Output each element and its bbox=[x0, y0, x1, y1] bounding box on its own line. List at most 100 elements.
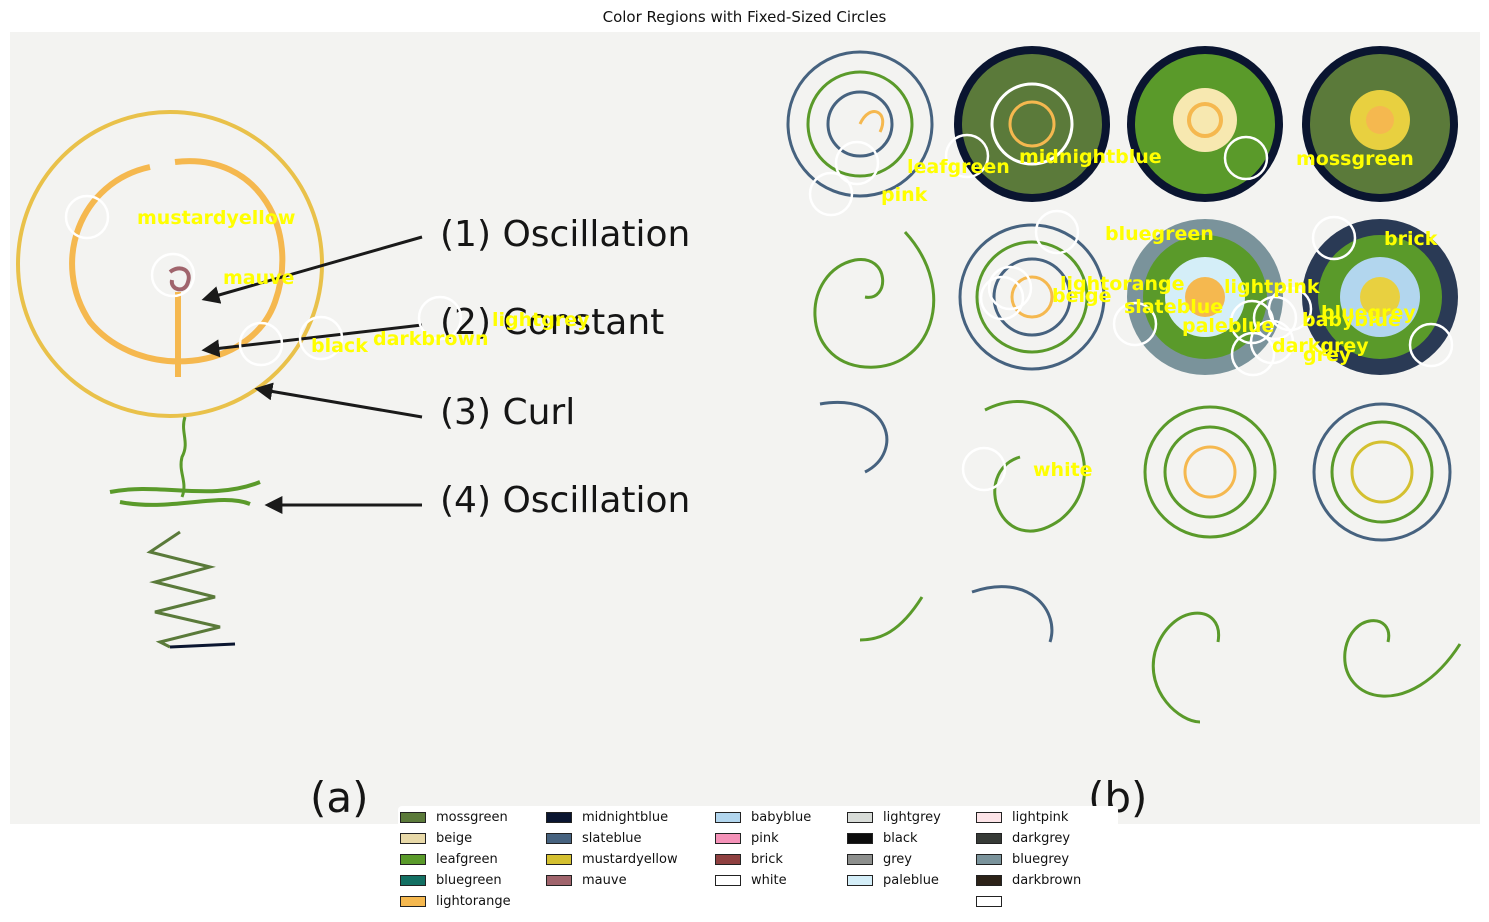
legend-swatch bbox=[400, 875, 426, 886]
legend-swatch bbox=[546, 875, 572, 886]
legend-item: beige bbox=[400, 828, 511, 849]
arrow-3 bbox=[254, 382, 423, 419]
legend-column: babyblue pink brick white bbox=[715, 807, 811, 891]
legend-label: mauve bbox=[582, 873, 627, 888]
page-title: Color Regions with Fixed-Sized Circles bbox=[602, 8, 887, 26]
legend-swatch bbox=[400, 812, 426, 823]
marker-circle bbox=[944, 133, 990, 179]
legend-column: lightgrey black grey paleblue bbox=[847, 807, 941, 891]
annotation-labels: mustardyellow mauve lightgrey black dark… bbox=[137, 146, 1438, 481]
legend-item: mauve bbox=[546, 870, 678, 891]
legend-item: leafgreen bbox=[400, 849, 511, 870]
legend-swatch bbox=[715, 854, 741, 865]
legend-label: bluegrey bbox=[1012, 852, 1070, 867]
marker-circle bbox=[1252, 295, 1298, 341]
legend-label: paleblue bbox=[883, 873, 939, 888]
stem-wiggle bbox=[179, 416, 187, 498]
legend-swatch bbox=[546, 854, 572, 865]
legend-column: midnightblue slateblue mustardyellow mau… bbox=[546, 807, 678, 891]
legend-label: mossgreen bbox=[436, 810, 508, 825]
marker-circle bbox=[150, 252, 196, 298]
legend-label: mustardyellow bbox=[582, 852, 678, 867]
legend-item: midnightblue bbox=[546, 807, 678, 828]
color-legend: mossgreen beige leafgreen bluegreen ligh… bbox=[398, 806, 1118, 910]
legend-label: lightgrey bbox=[883, 810, 941, 825]
label-oscillation-4: (4) Oscillation bbox=[440, 480, 690, 521]
legend-swatch bbox=[976, 812, 1002, 823]
legend-swatch bbox=[847, 875, 873, 886]
legend-item: lightorange bbox=[400, 891, 511, 912]
legend-item: grey bbox=[847, 849, 941, 870]
legend-item: white bbox=[715, 870, 811, 891]
legend-label: darkbrown bbox=[1012, 873, 1082, 888]
legend-item: bluegreen bbox=[400, 870, 511, 891]
label-curl: (3) Curl bbox=[440, 392, 575, 433]
region-label: leafgreen bbox=[907, 156, 1010, 178]
marker-circle bbox=[961, 446, 1007, 492]
legend-item: bluegrey bbox=[976, 849, 1081, 870]
label-constant: (2) Constant bbox=[440, 302, 664, 343]
region-label: darkgrey bbox=[1272, 335, 1369, 357]
marker-circle bbox=[1112, 301, 1158, 347]
region-label: pink bbox=[881, 184, 928, 206]
row-4 bbox=[859, 585, 1462, 724]
region-label: darkbrown bbox=[373, 328, 489, 350]
legend-swatch bbox=[400, 854, 426, 865]
legend-swatch bbox=[847, 812, 873, 823]
legend-swatch bbox=[976, 896, 1002, 907]
legend-item: paleblue bbox=[847, 870, 941, 891]
region-label: brick bbox=[1384, 228, 1438, 250]
oscillation-zigzag bbox=[146, 530, 221, 649]
region-label: beige bbox=[1052, 285, 1112, 307]
legend-item bbox=[976, 891, 1081, 912]
legend-label: slateblue bbox=[582, 831, 642, 846]
region-label: paleblue bbox=[1182, 315, 1274, 337]
marker-circle bbox=[298, 315, 344, 361]
region-label: babyblue bbox=[1302, 309, 1401, 331]
legend-item: lightgrey bbox=[847, 807, 941, 828]
legend-swatch bbox=[976, 854, 1002, 865]
legend-label: midnightblue bbox=[582, 810, 669, 825]
legend-label: black bbox=[883, 831, 918, 846]
marker-circle bbox=[1311, 215, 1357, 261]
legend-label: babyblue bbox=[751, 810, 812, 825]
legend-label: white bbox=[751, 873, 787, 888]
region-label: bluegreen bbox=[1105, 223, 1214, 245]
region-label: mustardyellow bbox=[137, 207, 295, 229]
legend-label: darkgrey bbox=[1012, 831, 1071, 846]
marker-circle bbox=[1408, 322, 1454, 368]
legend-label: beige bbox=[436, 831, 473, 846]
marker-circle bbox=[1034, 209, 1080, 255]
legend-label: pink bbox=[751, 831, 779, 846]
region-label: lightorange bbox=[1060, 273, 1185, 295]
legend-swatch bbox=[546, 812, 572, 823]
legend-label: lightorange bbox=[436, 894, 511, 909]
legend-swatch bbox=[715, 833, 741, 844]
arrow-1 bbox=[201, 235, 423, 304]
caption-a: (a) bbox=[310, 773, 369, 822]
orange-spiral bbox=[69, 158, 286, 365]
marker-circle bbox=[238, 321, 284, 367]
legend-item: brick bbox=[715, 849, 811, 870]
region-label: grey bbox=[1303, 344, 1352, 366]
legend-item: lightpink bbox=[976, 807, 1081, 828]
legend-swatch bbox=[546, 833, 572, 844]
outer-ring bbox=[16, 110, 324, 418]
panel-b: (b) bbox=[786, 46, 1462, 822]
marker-circle bbox=[834, 140, 880, 186]
base-line bbox=[169, 642, 236, 649]
legend-item: babyblue bbox=[715, 807, 811, 828]
legend-swatch bbox=[715, 812, 741, 823]
marker-circle bbox=[1230, 331, 1276, 377]
figure-canvas: (1) Oscillation (2) Constant (3) Curl (4… bbox=[10, 32, 1480, 824]
legend-label: brick bbox=[751, 852, 783, 867]
row-1 bbox=[786, 46, 1458, 202]
legend-swatch bbox=[976, 875, 1002, 886]
legend-label: bluegreen bbox=[436, 873, 502, 888]
panel-a: (1) Oscillation (2) Constant (3) Curl (4… bbox=[16, 110, 690, 822]
region-label: mossgreen bbox=[1296, 148, 1414, 170]
region-label: bluegrey bbox=[1321, 302, 1416, 324]
legend-item: black bbox=[847, 828, 941, 849]
row-3 bbox=[819, 400, 1452, 542]
legend-item: slateblue bbox=[546, 828, 678, 849]
